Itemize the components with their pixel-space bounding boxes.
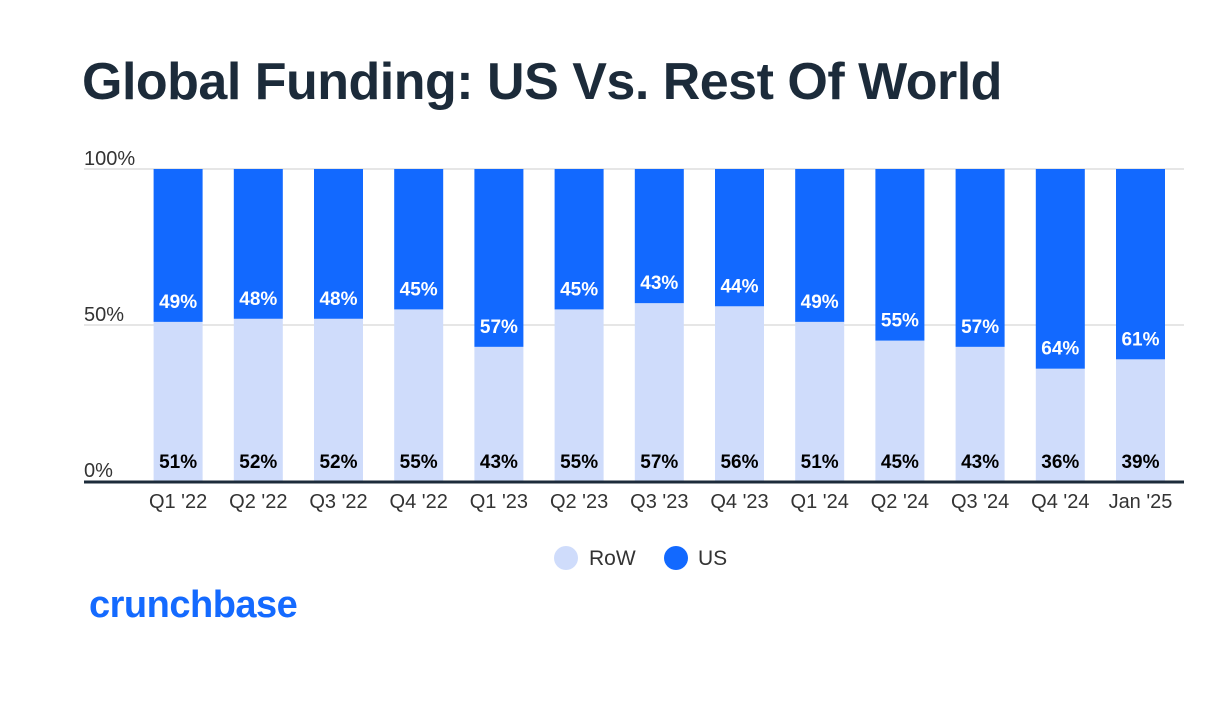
data-label-us: 57%	[961, 317, 999, 338]
bar-row	[153, 321, 203, 481]
bar-us	[554, 169, 604, 310]
bars	[153, 169, 1165, 481]
data-label-row: 55%	[560, 452, 598, 473]
x-tick-label: Q4 '24	[1031, 491, 1089, 513]
data-label-us: 55%	[881, 311, 919, 332]
bar-us	[634, 169, 684, 304]
bar-row	[233, 318, 283, 481]
data-label-us: 48%	[319, 289, 357, 310]
legend: RoW US	[554, 546, 727, 570]
data-label-us: 49%	[801, 292, 839, 313]
bar-row	[795, 321, 845, 481]
x-tick-label: Q2 '24	[871, 491, 929, 513]
bar-row	[1035, 368, 1085, 481]
legend-item-row-swatch	[554, 546, 578, 570]
bar-us	[875, 169, 925, 341]
data-label-row: 55%	[400, 452, 438, 473]
bar-us	[715, 169, 764, 307]
bar-us	[233, 169, 283, 319]
data-labels: 49% 51% 48% 52% 48% 52% 45% 55% 57% 43% 45% 55% 43% 5…	[159, 273, 1160, 473]
data-label-us: 43%	[640, 273, 678, 294]
bar-row	[314, 318, 363, 481]
data-label-row: 52%	[319, 452, 357, 473]
bar-row	[875, 340, 925, 481]
bar-row	[474, 346, 524, 481]
data-label-us: 64%	[1041, 339, 1079, 360]
x-tick-label: Q4 '22	[390, 491, 448, 513]
data-label-row: 57%	[640, 452, 678, 473]
data-label-us: 48%	[239, 289, 277, 310]
bar-us	[955, 169, 1005, 347]
bar-us	[314, 169, 363, 319]
data-label-row: 51%	[159, 452, 197, 473]
bar-row	[715, 306, 764, 481]
data-label-us: 45%	[560, 279, 598, 300]
data-label-us: 61%	[1121, 329, 1159, 350]
data-label-us: 45%	[400, 279, 438, 300]
data-label-row: 56%	[720, 452, 758, 473]
data-label-row: 43%	[480, 452, 518, 473]
x-tick-label: Q2 '22	[229, 491, 287, 513]
data-label-row: 52%	[239, 452, 277, 473]
x-tick-label: Q4 '23	[710, 491, 768, 513]
bar-us	[1035, 169, 1085, 369]
data-label-row: 39%	[1121, 452, 1159, 473]
x-tick-label: Q2 '23	[550, 491, 608, 513]
x-tick-label: Q1 '24	[791, 491, 849, 513]
bar-us	[474, 169, 524, 347]
chart-title: Global Funding: US Vs. Rest Of World	[82, 53, 1002, 111]
bar-row	[554, 309, 604, 481]
x-tick-label: Q1 '23	[470, 491, 528, 513]
bar-us	[394, 169, 444, 310]
axes: 0% 50% 100% Q1 '22 Q2 '22 Q3 '22 Q4 '22 Q1 '23 Q…	[84, 148, 1184, 513]
bar-us	[153, 169, 203, 322]
data-label-row: 45%	[881, 452, 919, 473]
x-tick-label: Q3 '24	[951, 491, 1009, 513]
crunchbase-logo: crunchbase	[89, 584, 298, 626]
data-label-row: 51%	[801, 452, 839, 473]
legend-item-us-label: US	[698, 547, 727, 570]
bar-us	[1116, 169, 1165, 360]
bar-row	[955, 346, 1005, 481]
bar-row	[394, 309, 444, 481]
legend-item-us-swatch	[664, 546, 688, 570]
x-tick-label: Q3 '22	[309, 491, 367, 513]
legend-item-row-label: RoW	[589, 547, 636, 570]
y-tick-label: 50%	[84, 304, 124, 326]
x-tick-label: Q1 '22	[149, 491, 207, 513]
bar-row	[1116, 359, 1165, 481]
data-label-us: 57%	[480, 317, 518, 338]
y-tick-label: 100%	[84, 148, 135, 170]
x-tick-label: Jan '25	[1109, 491, 1173, 513]
bar-us	[795, 169, 845, 322]
y-tick-label: 0%	[84, 460, 113, 482]
data-label-row: 43%	[961, 452, 999, 473]
data-label-row: 36%	[1041, 452, 1079, 473]
bar-row	[634, 303, 684, 481]
data-label-us: 44%	[720, 276, 758, 297]
data-label-us: 49%	[159, 292, 197, 313]
x-tick-label: Q3 '23	[630, 491, 688, 513]
